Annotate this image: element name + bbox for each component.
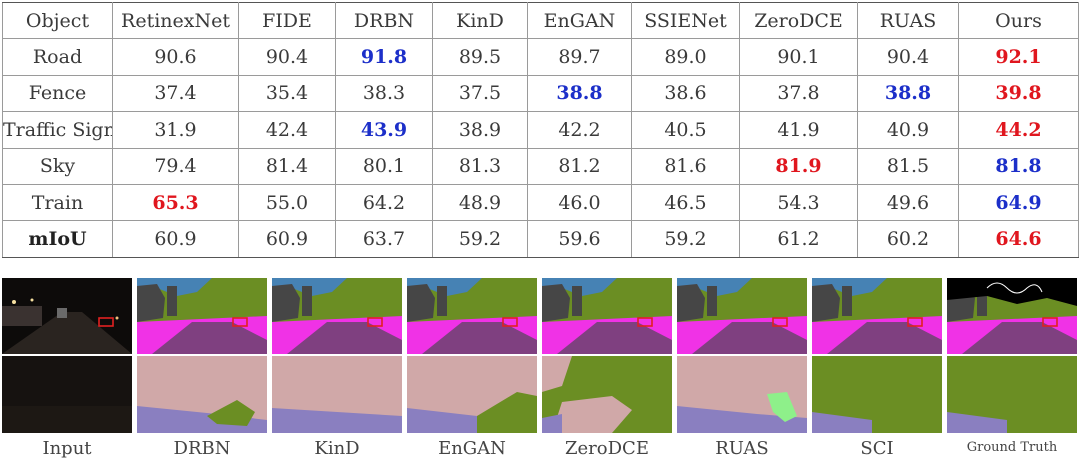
value-cell: 35.4 [238,74,336,113]
header-cell: RetinexNet [112,1,239,40]
value-cell: 38.6 [631,74,740,113]
value-cell: 46.0 [527,183,632,222]
value-cell: 49.6 [857,183,959,222]
value-cell: 81.2 [527,147,632,185]
table-row: Road 90.6 90.4 91.8 89.5 89.7 89.0 90.1 90.4 92.1 [2,38,1079,76]
table-row: mIoU 60.9 60.9 63.7 59.2 59.6 59.2 61.2 60.2 64.6 [2,220,1079,258]
value-cell: 39.8 [958,74,1079,113]
engan-result-panel [407,278,537,433]
value-cell: 89.5 [432,38,528,76]
results-table: Object RetinexNet FIDE DRBN KinD EnGAN SSIENet… [2,1,1079,258]
kind-result-panel [272,278,402,433]
value-cell: 37.5 [432,74,528,113]
value-cell: 55.0 [238,183,336,222]
figure-caption: KinD [314,438,360,459]
value-cell: 64.9 [958,183,1079,222]
figure-caption: Ground Truth [966,440,1058,455]
drbn-result-panel [137,278,267,433]
figure-caption: ZeroDCE [565,438,649,459]
row-label: Traffic Sign [2,111,113,149]
value-cell: 54.3 [739,183,858,222]
value-cell: 38.9 [432,111,528,149]
header-cell: FIDE [238,1,336,40]
header-cell: SSIENet [631,1,740,40]
row-label: Train [2,183,113,222]
value-cell: 89.0 [631,38,740,76]
value-cell: 37.8 [739,74,858,113]
figure-caption: Input [42,438,92,459]
value-cell: 81.4 [238,147,336,185]
value-cell: 37.4 [112,74,239,113]
value-cell: 38.3 [335,74,433,113]
row-label: mIoU [2,220,113,258]
header-cell: DRBN [335,1,433,40]
value-cell: 40.9 [857,111,959,149]
value-cell: 64.6 [958,220,1079,258]
value-cell: 90.6 [112,38,239,76]
header-cell: ZeroDCE [739,1,858,40]
header-cell: EnGAN [527,1,632,40]
value-cell: 38.8 [527,74,632,113]
ruas-result-panel [677,278,807,433]
row-label: Fence [2,74,113,113]
value-cell: 31.9 [112,111,239,149]
input-scene-panel [2,278,132,433]
sci-result-panel [812,278,942,433]
value-cell: 60.9 [112,220,239,258]
value-cell: 43.9 [335,111,433,149]
value-cell: 59.2 [631,220,740,258]
header-cell: KinD [432,1,528,40]
header-cell: RUAS [857,1,959,40]
value-cell: 81.5 [857,147,959,185]
value-cell: 44.2 [958,111,1079,149]
figure-caption: DRBN [173,438,231,459]
zerodce-result-panel [542,278,672,433]
value-cell: 90.1 [739,38,858,76]
value-cell: 81.6 [631,147,740,185]
value-cell: 59.2 [432,220,528,258]
value-cell: 38.8 [857,74,959,113]
value-cell: 59.6 [527,220,632,258]
value-cell: 42.2 [527,111,632,149]
header-cell: Ours [958,1,1079,40]
value-cell: 46.5 [631,183,740,222]
value-cell: 92.1 [958,38,1079,76]
results-table-wrapper: Object RetinexNet FIDE DRBN KinD EnGAN SSIENet… [2,1,1079,258]
value-cell: 63.7 [335,220,433,258]
value-cell: 42.4 [238,111,336,149]
row-label: Sky [2,147,113,185]
row-label: Road [2,38,113,76]
value-cell: 80.1 [335,147,433,185]
value-cell: 65.3 [112,183,239,222]
value-cell: 91.8 [335,38,433,76]
value-cell: 60.2 [857,220,959,258]
figure-caption: RUAS [715,438,769,459]
value-cell: 60.9 [238,220,336,258]
value-cell: 81.3 [432,147,528,185]
value-cell: 48.9 [432,183,528,222]
value-cell: 79.4 [112,147,239,185]
value-cell: 90.4 [857,38,959,76]
value-cell: 90.4 [238,38,336,76]
input-zoom-image [2,356,132,433]
figure-caption: EnGAN [438,438,506,459]
figure-caption: SCI [860,438,894,459]
value-cell: 81.8 [958,147,1079,185]
table-row: Fence 37.4 35.4 38.3 37.5 38.8 38.6 37.8 38.8 39.… [2,74,1079,113]
table-row: Traffic Sign 31.9 42.4 43.9 38.9 42.2 40.5 41.9… [2,111,1079,149]
value-cell: 64.2 [335,183,433,222]
value-cell: 89.7 [527,38,632,76]
value-cell: 41.9 [739,111,858,149]
value-cell: 40.5 [631,111,740,149]
ground-truth-result-panel [947,278,1077,433]
table-row: Train 65.3 55.0 64.2 48.9 46.0 46.5 54.3 49.6 64.… [2,183,1079,222]
results-table-body: Object RetinexNet FIDE DRBN KinD EnGAN SSIENet… [2,1,1079,258]
header-cell: Object [2,1,113,40]
table-row: Sky 79.4 81.4 80.1 81.3 81.2 81.6 81.9 81.5 81.8 [2,147,1079,185]
header-row: Object RetinexNet FIDE DRBN KinD EnGAN SSIENet… [2,1,1079,40]
value-cell: 61.2 [739,220,858,258]
value-cell: 81.9 [739,147,858,185]
input-scene-image [2,278,132,354]
